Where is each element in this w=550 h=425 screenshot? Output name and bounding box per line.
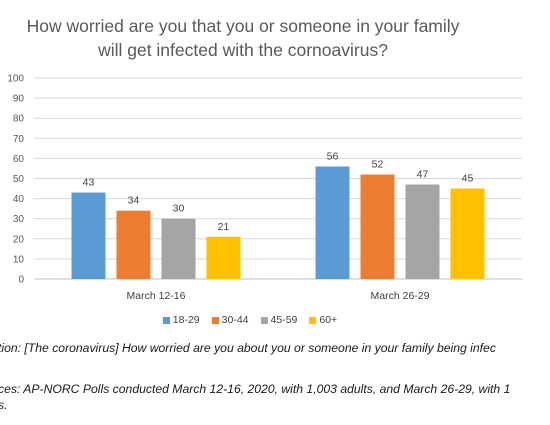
x-tick-label: March 26-29 [371,290,430,302]
bar [315,166,350,279]
legend-item: 60+ [309,314,337,326]
legend-item: 30-44 [211,314,249,326]
y-tick-label: 100 [7,74,24,85]
y-tick-label: 20 [13,234,25,245]
legend-item: 18-29 [162,314,200,326]
data-label: 21 [218,221,230,233]
legend-label: 45-59 [270,314,298,326]
y-tick-label: 60 [13,154,25,165]
y-tick-label: 30 [13,214,25,225]
data-label: 34 [128,195,140,207]
bar [360,174,395,279]
data-label: 45 [462,173,474,185]
legend-label: 60+ [319,314,338,326]
y-tick-label: 0 [18,275,24,286]
bar [450,188,485,279]
legend-swatch [309,316,317,324]
x-tick-label: March 12-16 [127,290,186,302]
bars [71,166,485,279]
y-tick-label: 50 [13,174,25,185]
y-tick-label: 70 [13,134,25,145]
chart-title-line-2: will get infected with the cornoavirus? [98,40,388,60]
legend-item: 45-59 [260,314,298,326]
chart-legend: 18-29 30-44 45-59 60+ [0,314,500,326]
source-note: ces: AP-NORC Polls conducted March 12-16… [0,382,511,396]
bar [71,192,106,279]
legend-swatch [162,316,170,324]
data-label: 30 [173,203,185,215]
bar [206,236,241,279]
bar [116,210,151,279]
legend-label: 18-29 [172,314,200,326]
chart-title: How worried are you that you or someone … [0,14,486,62]
data-labels: 43 34 30 21 56 52 47 45 [83,150,474,232]
data-label: 52 [372,158,384,170]
legend-swatch [211,316,219,324]
y-axis-tick-labels: 0 10 20 30 40 50 60 70 80 90 100 [7,74,24,286]
question-note: tion: [The coronavirus] How worried are … [0,341,496,355]
legend-swatch [260,316,268,324]
data-label: 43 [83,177,95,189]
bar [161,218,196,279]
legend-label: 30-44 [221,314,249,326]
gridlines [34,77,522,280]
y-tick-label: 10 [13,254,25,265]
data-label: 47 [417,169,429,181]
y-tick-label: 90 [13,94,25,105]
data-label: 56 [327,150,339,162]
chart-title-line-1: How worried are you that you or someone … [26,16,460,36]
y-tick-label: 80 [13,114,25,125]
bar [405,184,440,279]
y-tick-label: 40 [13,194,25,205]
source-note-continued: s. [0,398,8,412]
x-axis-tick-labels: March 12-16 March 26-29 [127,290,430,302]
